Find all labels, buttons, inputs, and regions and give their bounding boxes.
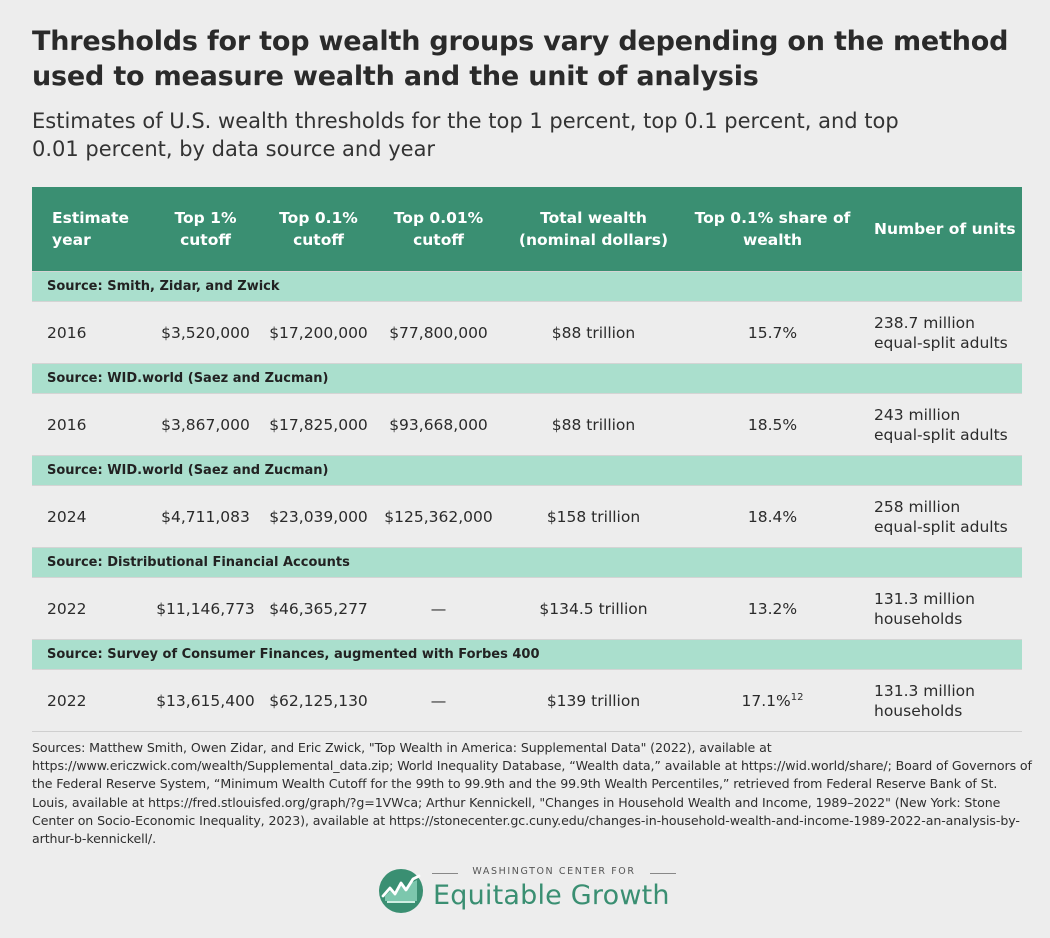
units-type: households [874, 609, 963, 628]
cell-top1: $4,711,083 [161, 507, 250, 526]
cell-top1: $3,867,000 [161, 415, 250, 434]
share-value: 17.1% [741, 691, 791, 710]
source-row: Source: Distributional Financial Account… [32, 547, 1022, 578]
share-value: 15.7% [747, 323, 798, 342]
cell-top001: $77,800,000 [389, 323, 488, 342]
source-row: Source: Smith, Zidar, and Zwick [32, 271, 1022, 302]
cell-top001: $125,362,000 [384, 507, 493, 526]
cell-top1: $11,146,773 [156, 599, 255, 618]
cell-total-wealth: $139 trillion [502, 669, 685, 732]
table-row: 2022 $11,146,773 $46,365,277 — $134.5 tr… [32, 578, 1022, 640]
cell-top01: $46,365,277 [269, 599, 368, 618]
cell-share: 13.2% [685, 578, 860, 640]
cell-year: 2022 [32, 669, 149, 732]
table-row: 2016 $3,520,000 $17,200,000 $77,800,000 … [32, 302, 1022, 364]
header-total-wealth: Total wealth (nominal dollars) [502, 187, 685, 272]
units-count: 243 million [874, 405, 961, 424]
table-row: 2024 $4,711,083 $23,039,000 $125,362,000… [32, 486, 1022, 548]
units-count: 238.7 million [874, 313, 975, 332]
cell-top01: $17,825,000 [269, 415, 368, 434]
source-label: Source: WID.world (Saez and Zucman) [32, 363, 1022, 394]
cell-total-wealth: $158 trillion [546, 507, 641, 526]
cell-top001: — [375, 669, 502, 732]
cell-top1: $13,615,400 [149, 669, 262, 732]
cell-year: 2022 [47, 599, 87, 618]
source-label: Source: Distributional Financial Account… [32, 547, 1022, 578]
logo-tagline: WASHINGTON CENTER FOR [432, 866, 676, 877]
source-label: Source: Survey of Consumer Finances, aug… [32, 639, 1022, 670]
logo-name: Equitable Growth [433, 880, 670, 911]
share-value: 13.2% [747, 599, 798, 618]
units-count: 131.3 million [874, 681, 975, 700]
cell-top1: $3,520,000 [161, 323, 250, 342]
equitable-growth-logo: WASHINGTON CENTER FOR Equitable Growth [378, 864, 678, 920]
table-row: 2016 $3,867,000 $17,825,000 $93,668,000 … [32, 394, 1022, 456]
cell-top01: $17,200,000 [269, 323, 368, 342]
cell-total-wealth: $88 trillion [551, 415, 636, 434]
cell-top01: $23,039,000 [269, 507, 368, 526]
cell-units: 131.3 million households [860, 578, 1022, 640]
header-top01-cutoff: Top 0.1% cutoff [262, 187, 375, 272]
cell-units: 243 million equal-split adults [860, 394, 1022, 456]
cell-units: 131.3 million households [860, 669, 1022, 732]
table-row: 2022 $13,615,400 $62,125,130 — $139 tril… [32, 669, 1022, 732]
units-count: 131.3 million [874, 589, 975, 608]
cell-top001: $93,668,000 [389, 415, 488, 434]
share-value: 18.4% [747, 507, 798, 526]
cell-share: 18.5% [685, 394, 860, 456]
cell-share: 18.4% [685, 486, 860, 548]
cell-year: 2016 [47, 415, 87, 434]
cell-units: 238.7 million equal-split adults [860, 302, 1022, 364]
table-header-row: Estimate year Top 1% cutoff Top 0.1% cut… [32, 187, 1022, 272]
page-title: Thresholds for top wealth groups vary de… [32, 26, 1009, 92]
units-type: equal-split adults [874, 425, 1008, 444]
cell-total-wealth: $88 trillion [551, 323, 636, 342]
growth-chart-circle-icon [379, 869, 423, 913]
cell-units: 258 million equal-split adults [860, 486, 1022, 548]
source-row: Source: WID.world (Saez and Zucman) [32, 455, 1022, 486]
source-label: Source: WID.world (Saez and Zucman) [32, 455, 1022, 486]
header-number-of-units: Number of units [860, 187, 1022, 272]
cell-year: 2016 [47, 323, 87, 342]
cell-top01: $62,125,130 [262, 669, 375, 732]
cell-share: 15.7% [685, 302, 860, 364]
units-count: 258 million [874, 497, 961, 516]
wealth-thresholds-table: Estimate year Top 1% cutoff Top 0.1% cut… [32, 187, 1022, 732]
page-subtitle: Estimates of U.S. wealth thresholds for … [32, 109, 899, 161]
units-type: equal-split adults [874, 517, 1008, 536]
units-type: households [874, 701, 963, 720]
header-estimate-year: Estimate year [32, 187, 149, 272]
header-top01-share: Top 0.1% share of wealth [685, 187, 860, 272]
cell-share: 17.1%12 [685, 669, 860, 732]
source-row: Source: Survey of Consumer Finances, aug… [32, 639, 1022, 670]
units-type: equal-split adults [874, 333, 1008, 352]
cell-total-wealth: $134.5 trillion [539, 599, 648, 618]
footnote-marker: 12 [790, 691, 804, 703]
share-value: 18.5% [747, 415, 798, 434]
header-top1-cutoff: Top 1% cutoff [149, 187, 262, 272]
header-top001-cutoff: Top 0.01% cutoff [375, 187, 502, 272]
source-row: Source: WID.world (Saez and Zucman) [32, 363, 1022, 394]
cell-top001: — [430, 599, 447, 618]
sources-note: Sources: Matthew Smith, Owen Zidar, and … [32, 740, 1032, 847]
source-label: Source: Smith, Zidar, and Zwick [32, 271, 1022, 302]
cell-year: 2024 [47, 507, 87, 526]
